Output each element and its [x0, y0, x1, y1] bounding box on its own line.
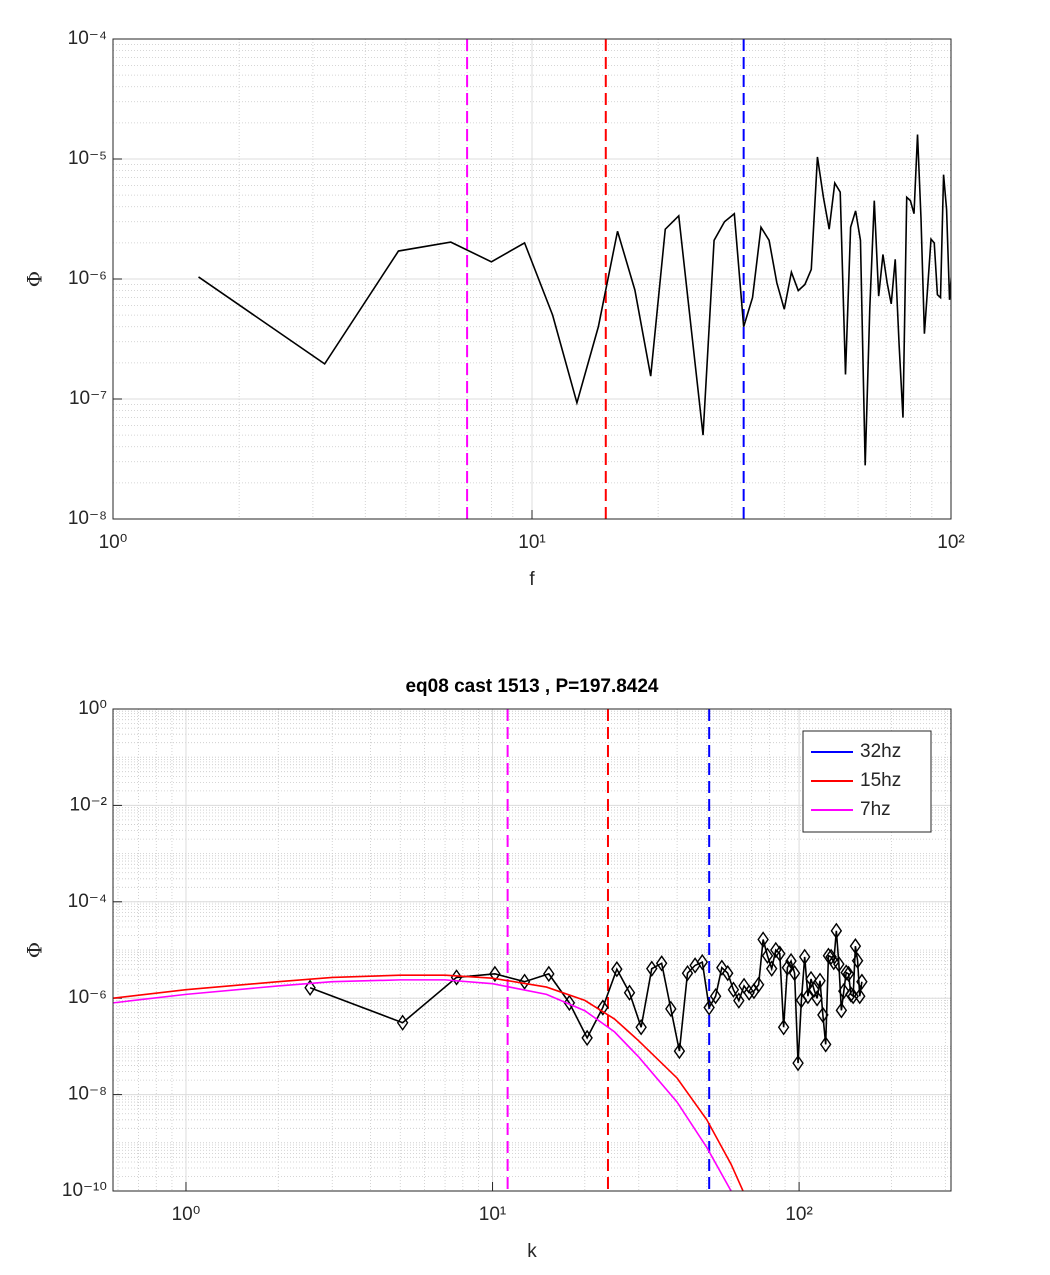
data-marker: [611, 960, 623, 978]
y-tick-label: 10⁻⁸: [68, 508, 107, 529]
x-tick-label: 10¹: [479, 1204, 506, 1225]
data-marker: [842, 965, 855, 983]
y-tick-label: 10⁻¹⁰: [62, 1180, 107, 1201]
data-marker: [733, 992, 745, 1009]
data-marker: [814, 972, 826, 989]
data-marker: [817, 1006, 829, 1024]
x-tick-label: 10⁰: [172, 1204, 201, 1225]
y-tick-label: 10⁻⁴: [68, 28, 107, 49]
data-marker: [840, 964, 852, 981]
data-marker: [854, 987, 866, 1005]
data-marker: [752, 976, 765, 993]
data-marker: [681, 964, 694, 982]
data-marker: [856, 973, 868, 990]
legend-label: 32hz: [860, 741, 901, 762]
y-tick-label: 10⁻⁸: [68, 1084, 107, 1105]
x-tick-label: 10⁰: [99, 532, 128, 553]
data-marker: [655, 955, 668, 972]
data-marker: [798, 948, 811, 966]
data-marker: [792, 1054, 804, 1072]
data-marker: [489, 965, 501, 983]
x-tick-label: 10¹: [518, 532, 545, 553]
data-marker: [830, 922, 843, 940]
data-marker: [757, 931, 769, 948]
x-axis-label: k: [527, 1241, 537, 1262]
data-marker: [696, 953, 709, 971]
x-tick-label: 10²: [937, 532, 964, 553]
data-marker: [703, 999, 715, 1016]
legend-label: 15hz: [860, 770, 901, 791]
data-marker: [727, 981, 740, 998]
data-marker: [518, 973, 531, 990]
y-tick-label: 10⁻⁵: [68, 148, 107, 169]
plot-area: [198, 39, 951, 519]
data-marker: [665, 1000, 677, 1018]
data-marker: [743, 984, 755, 1001]
series-line: [198, 134, 951, 466]
plot-area: [113, 709, 868, 1191]
y-tick-label: 10⁰: [78, 698, 107, 719]
data-marker: [781, 959, 794, 976]
data-marker: [304, 979, 316, 996]
y-tick-label: 10⁻⁶: [68, 987, 107, 1008]
data-marker: [849, 937, 862, 955]
y-axis-label: Φ: [23, 942, 47, 958]
data-marker: [709, 987, 722, 1005]
series-line: [113, 979, 732, 1191]
data-marker: [765, 960, 778, 977]
y-tick-label: 10⁻⁴: [68, 891, 107, 912]
data-marker: [833, 955, 845, 973]
data-marker: [623, 984, 636, 1001]
data-marker: [635, 1018, 647, 1036]
x-axis-label: f: [529, 569, 535, 590]
data-marker: [543, 965, 555, 983]
data-marker: [646, 960, 658, 977]
data-marker: [802, 987, 814, 1005]
data-marker: [777, 1018, 790, 1036]
y-axis-label: Φ: [23, 271, 47, 287]
data-marker: [851, 952, 864, 969]
data-marker: [825, 948, 837, 966]
data-marker: [673, 1042, 686, 1060]
y-tick-label: 10⁻²: [70, 794, 108, 815]
y-tick-label: 10⁻⁶: [68, 268, 107, 289]
series-line: [309, 930, 863, 1064]
data-marker: [396, 1014, 409, 1031]
chart-title: eq08 cast 1513 , P=197.8424: [405, 676, 658, 697]
data-marker: [811, 990, 823, 1007]
data-marker: [838, 982, 850, 1000]
data-marker: [716, 959, 728, 976]
axes-box: [112, 38, 952, 520]
data-marker: [819, 1036, 832, 1053]
data-marker: [563, 994, 576, 1012]
data-marker: [761, 947, 774, 964]
y-tick-label: 10⁻⁷: [69, 388, 107, 409]
legend-label: 7hz: [860, 799, 891, 820]
x-tick-label: 10²: [785, 1204, 812, 1225]
data-marker: [774, 945, 786, 962]
data-marker: [835, 1002, 848, 1019]
data-marker: [785, 952, 797, 970]
series-line: [113, 974, 744, 1191]
data-marker: [788, 964, 801, 982]
data-marker: [845, 986, 857, 1003]
data-marker: [597, 999, 609, 1016]
data-marker: [581, 1029, 593, 1047]
data-marker: [721, 964, 734, 982]
axes-box: [112, 708, 952, 1192]
